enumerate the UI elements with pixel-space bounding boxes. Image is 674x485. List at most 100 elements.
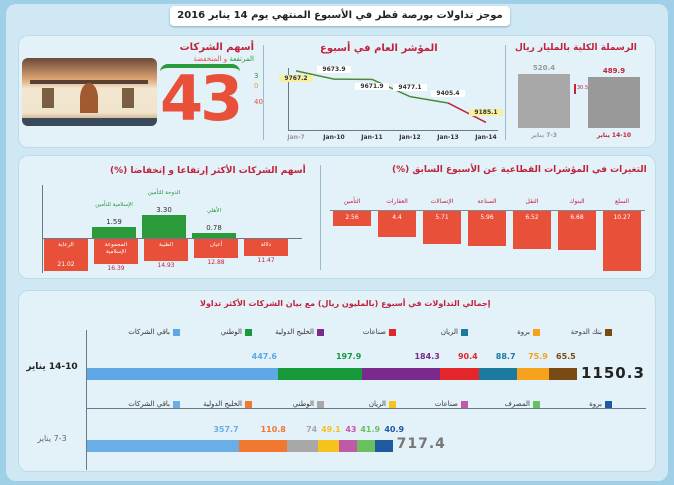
turnover-segment	[549, 368, 577, 380]
turnover-segment	[478, 368, 517, 380]
legend-swatch	[461, 400, 468, 408]
divider	[320, 165, 321, 270]
turnover-legend-item: الريان	[408, 328, 468, 336]
subtitle-up: المرتفعة	[229, 55, 254, 63]
turnover-row-label: 14-10 يناير	[26, 362, 78, 372]
index-point-label: 9185.1	[469, 109, 503, 117]
loser-name: أعيان	[209, 242, 223, 248]
turnover-legend-item: باقي الشركات	[120, 400, 180, 408]
top-movers-chart: 1.59 الإسلامية للتأمين 3.30 الدوحة للتأمين 0…	[36, 180, 306, 275]
sector-bar	[423, 211, 461, 245]
legend-swatch	[317, 400, 324, 408]
market-cap-value: 520.4	[532, 64, 556, 73]
legend-label: الوطني	[220, 328, 242, 336]
stocks-up-count: 3	[254, 72, 259, 80]
legend-swatch	[245, 328, 252, 336]
loser-name: الطبية	[159, 242, 173, 248]
turnover-segment-value: 74	[306, 425, 318, 434]
gainer-name: الأهلي	[207, 207, 221, 214]
sector-value: 6.52	[525, 214, 539, 221]
loser-name: المجموعة الإسلامية	[104, 242, 128, 255]
turnover-segment-value: 90.4	[457, 352, 478, 361]
index-date-label: 13-Jan	[437, 134, 459, 141]
gainer-value: 1.59	[106, 217, 122, 226]
legend-label: باقي الشركات	[128, 328, 170, 336]
turnover-segment-value: 357.7	[213, 425, 239, 434]
turnover-segment	[357, 440, 376, 452]
legend-label: الخليج الدولية	[203, 400, 242, 408]
index-line-segment	[447, 102, 487, 124]
turnover-legend-item: بروة	[480, 328, 540, 336]
legend-label: الوطني	[292, 400, 314, 408]
turnover-legend-item: الريان	[336, 400, 396, 408]
turnover-segment	[339, 440, 358, 452]
market-cap-change: 30.5	[577, 85, 589, 91]
gainer-name: الإسلامية للتأمين	[95, 201, 133, 208]
turnover-segment	[286, 440, 319, 452]
stocks-summary-title: أسهم الشركات	[179, 42, 254, 53]
sector-bar	[558, 211, 596, 251]
turnover-legend-item: بروة	[552, 400, 612, 408]
sector-change-chart: السلع 10.27 البنوك 6.68 النقل 6.52 الصناعة 5.96…	[330, 180, 645, 275]
sector-chart-title: التغيرات في المؤشرات القطاعية عن الأسبوع…	[392, 165, 647, 175]
gainer-name: الدوحة للتأمين	[147, 189, 181, 196]
legend-swatch	[317, 328, 324, 336]
index-date-label: 11-Jan	[361, 134, 383, 141]
sector-bar	[378, 211, 416, 237]
sector-value: 2.56	[345, 214, 359, 221]
legend-swatch	[605, 328, 612, 336]
index-point-label: 9671.9	[355, 83, 389, 91]
index-point-label: 9477.1	[393, 83, 427, 91]
legend-label: صناعات	[362, 328, 386, 336]
sector-bar	[513, 211, 551, 250]
turnover-segment	[361, 368, 441, 380]
sector-bar	[468, 211, 506, 246]
index-line-segment	[409, 95, 449, 104]
legend-swatch	[461, 328, 468, 336]
legend-label: المصرف	[504, 400, 530, 408]
loser-name: الرعاية	[58, 242, 74, 248]
legend-label: الريان	[440, 328, 458, 336]
turnover-segment	[87, 440, 240, 452]
sector-bar	[333, 211, 371, 226]
turnover-segment-value: 41.9	[360, 425, 381, 434]
turnover-legend-item: بنك الدوحة	[552, 328, 612, 336]
index-date-label: 14-Jan	[475, 134, 497, 141]
turnover-total: 1150.3	[581, 364, 645, 382]
legend-swatch	[533, 400, 540, 408]
index-chart-title: المؤشر العام في أسبوع	[320, 43, 438, 54]
legend-swatch	[173, 328, 180, 336]
legend-label: صناعات	[434, 400, 458, 408]
legend-swatch	[389, 400, 396, 408]
stocks-down-count: 40	[254, 98, 263, 106]
turnover-legend-item: الوطني	[192, 328, 252, 336]
turnover-segment-value: 197.9	[335, 352, 362, 361]
legend-swatch	[245, 400, 252, 408]
legend-label: بنك الدوحة	[570, 328, 602, 336]
turnover-segment	[440, 368, 479, 380]
movers-baseline	[42, 238, 302, 239]
gainer-bar	[192, 232, 236, 238]
turnover-legend-item: الخليج الدولية	[264, 328, 324, 336]
movers-y-axis	[42, 185, 43, 273]
index-date-label: 7-Jan	[287, 134, 305, 141]
sector-name: النقل	[525, 198, 539, 205]
sector-value: 5.71	[435, 214, 449, 221]
page-title: موجز تداولات بورصة قطر في الأسبوع المنته…	[170, 6, 510, 26]
gainer-bar	[142, 214, 186, 238]
loser-bar	[244, 239, 288, 257]
market-cap-chart: 520.4 7-3 يناير 489.9 14-10 يناير 30.5	[510, 60, 650, 144]
turnover-segment-value: 49.1	[321, 425, 341, 434]
index-line-segment	[295, 70, 335, 80]
turnover-segment-value: 75.9	[528, 352, 548, 361]
sector-value: 6.68	[570, 214, 584, 221]
sector-name: الإتصالات	[430, 198, 454, 205]
legend-swatch	[173, 400, 180, 408]
subtitle-down: المنخفضة	[193, 55, 222, 63]
turnover-y-axis	[86, 330, 87, 470]
index-line-segment	[371, 78, 411, 98]
loser-bar	[194, 239, 238, 259]
market-cap-title: الرسملة الكلية بالمليار ريال	[515, 43, 637, 53]
sector-bar	[603, 211, 641, 271]
sector-value: 4.4	[392, 214, 402, 221]
